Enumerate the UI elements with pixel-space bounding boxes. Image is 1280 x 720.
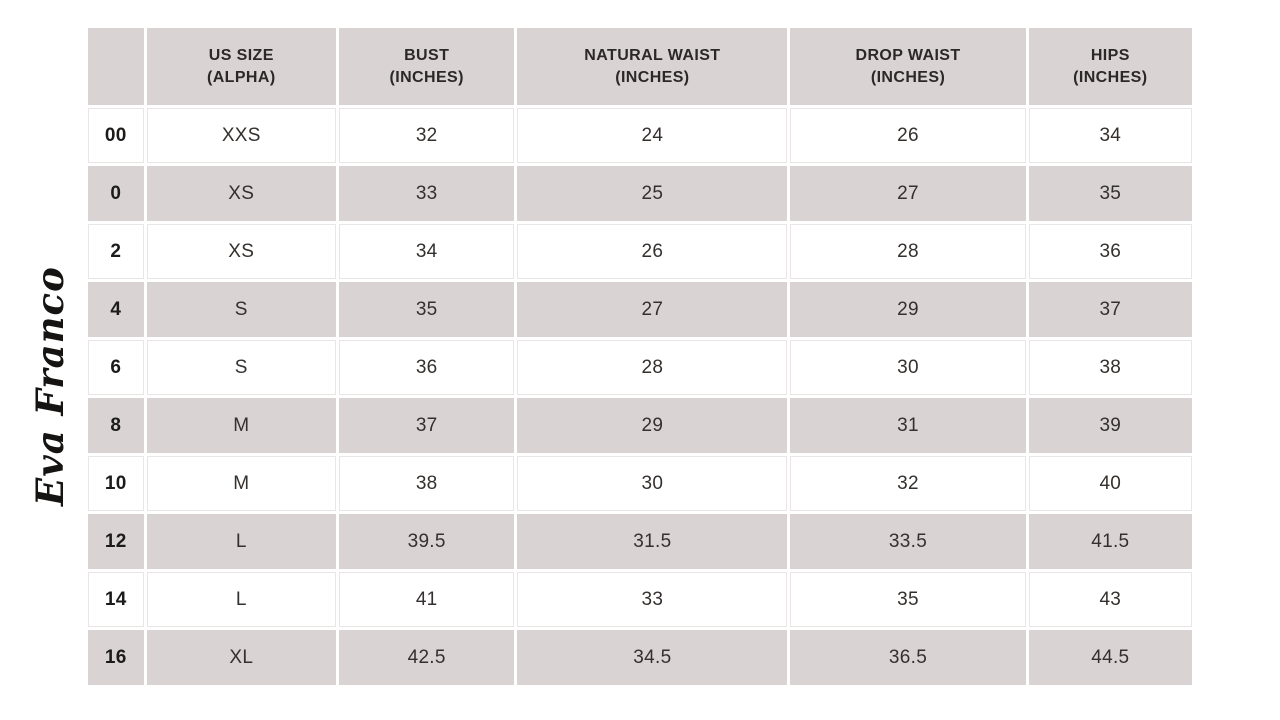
table-row-size-6: 6 S 36 28 30 38 — [88, 340, 1192, 395]
cell-size: 2 — [88, 224, 144, 279]
cell-alpha: M — [146, 456, 337, 511]
cell-alpha: S — [146, 340, 337, 395]
table-row-size-14: 14 L 41 33 35 43 — [88, 572, 1192, 627]
table-row-size-16: 16 XL 42.5 34.5 36.5 44.5 — [88, 630, 1192, 685]
cell-bust: 38 — [339, 456, 515, 511]
header-row: US SIZE (ALPHA) BUST (INCHES) NATURAL WAIS… — [88, 28, 1192, 105]
column-header-bust: BUST (INCHES) — [339, 28, 515, 105]
table-row-size-10: 10 M 38 30 32 40 — [88, 456, 1192, 511]
cell-size: 4 — [88, 282, 144, 337]
cell-alpha: XL — [146, 630, 337, 685]
cell-drop-waist: 30 — [790, 340, 1026, 395]
cell-drop-waist: 27 — [790, 166, 1026, 221]
cell-size: 00 — [88, 108, 144, 163]
cell-hips: 39 — [1028, 398, 1192, 453]
column-header-drop-waist: DROP WAIST (INCHES) — [790, 28, 1026, 105]
column-header-us-size: US SIZE (ALPHA) — [146, 28, 337, 105]
cell-alpha: XS — [146, 224, 337, 279]
cell-natural-waist: 31.5 — [517, 514, 788, 569]
cell-hips: 44.5 — [1028, 630, 1192, 685]
cell-natural-waist: 27 — [517, 282, 788, 337]
cell-hips: 37 — [1028, 282, 1192, 337]
cell-hips: 40 — [1028, 456, 1192, 511]
cell-hips: 43 — [1028, 572, 1192, 627]
cell-alpha: M — [146, 398, 337, 453]
cell-hips: 38 — [1028, 340, 1192, 395]
cell-size: 12 — [88, 514, 144, 569]
cell-natural-waist: 29 — [517, 398, 788, 453]
table-row-size-0: 0 XS 33 25 27 35 — [88, 166, 1192, 221]
table-row-size-00: 00 XXS 32 24 26 34 — [88, 108, 1192, 163]
cell-bust: 32 — [339, 108, 515, 163]
cell-bust: 36 — [339, 340, 515, 395]
cell-drop-waist: 28 — [790, 224, 1026, 279]
cell-natural-waist: 33 — [517, 572, 788, 627]
eva-franco-logo: Eva Franco — [28, 266, 72, 506]
cell-drop-waist: 36.5 — [790, 630, 1026, 685]
cell-hips: 34 — [1028, 108, 1192, 163]
cell-drop-waist: 32 — [790, 456, 1026, 511]
cell-hips: 36 — [1028, 224, 1192, 279]
column-header-hips: HIPS (INCHES) — [1028, 28, 1192, 105]
cell-bust: 35 — [339, 282, 515, 337]
cell-size: 16 — [88, 630, 144, 685]
cell-natural-waist: 25 — [517, 166, 788, 221]
cell-alpha: L — [146, 514, 337, 569]
cell-bust: 42.5 — [339, 630, 515, 685]
table-row-size-12: 12 L 39.5 31.5 33.5 41.5 — [88, 514, 1192, 569]
cell-natural-waist: 28 — [517, 340, 788, 395]
cell-size: 0 — [88, 166, 144, 221]
cell-drop-waist: 26 — [790, 108, 1026, 163]
cell-natural-waist: 34.5 — [517, 630, 788, 685]
cell-drop-waist: 31 — [790, 398, 1026, 453]
cell-size: 6 — [88, 340, 144, 395]
cell-drop-waist: 29 — [790, 282, 1026, 337]
cell-alpha: S — [146, 282, 337, 337]
table-row-size-2: 2 XS 34 26 28 36 — [88, 224, 1192, 279]
size-chart-table: US SIZE (ALPHA) BUST (INCHES) NATURAL WAIS… — [85, 25, 1195, 688]
cell-bust: 34 — [339, 224, 515, 279]
cell-size: 14 — [88, 572, 144, 627]
column-header-blank — [88, 28, 144, 105]
cell-drop-waist: 35 — [790, 572, 1026, 627]
cell-drop-waist: 33.5 — [790, 514, 1026, 569]
cell-hips: 41.5 — [1028, 514, 1192, 569]
cell-size: 8 — [88, 398, 144, 453]
table-row-size-8: 8 M 37 29 31 39 — [88, 398, 1192, 453]
cell-natural-waist: 26 — [517, 224, 788, 279]
column-header-natural-waist: NATURAL WAIST (INCHES) — [517, 28, 788, 105]
cell-bust: 39.5 — [339, 514, 515, 569]
cell-alpha: XXS — [146, 108, 337, 163]
cell-bust: 33 — [339, 166, 515, 221]
cell-bust: 37 — [339, 398, 515, 453]
cell-natural-waist: 30 — [517, 456, 788, 511]
cell-natural-waist: 24 — [517, 108, 788, 163]
cell-hips: 35 — [1028, 166, 1192, 221]
cell-bust: 41 — [339, 572, 515, 627]
cell-size: 10 — [88, 456, 144, 511]
table-row-size-4: 4 S 35 27 29 37 — [88, 282, 1192, 337]
cell-alpha: L — [146, 572, 337, 627]
cell-alpha: XS — [146, 166, 337, 221]
